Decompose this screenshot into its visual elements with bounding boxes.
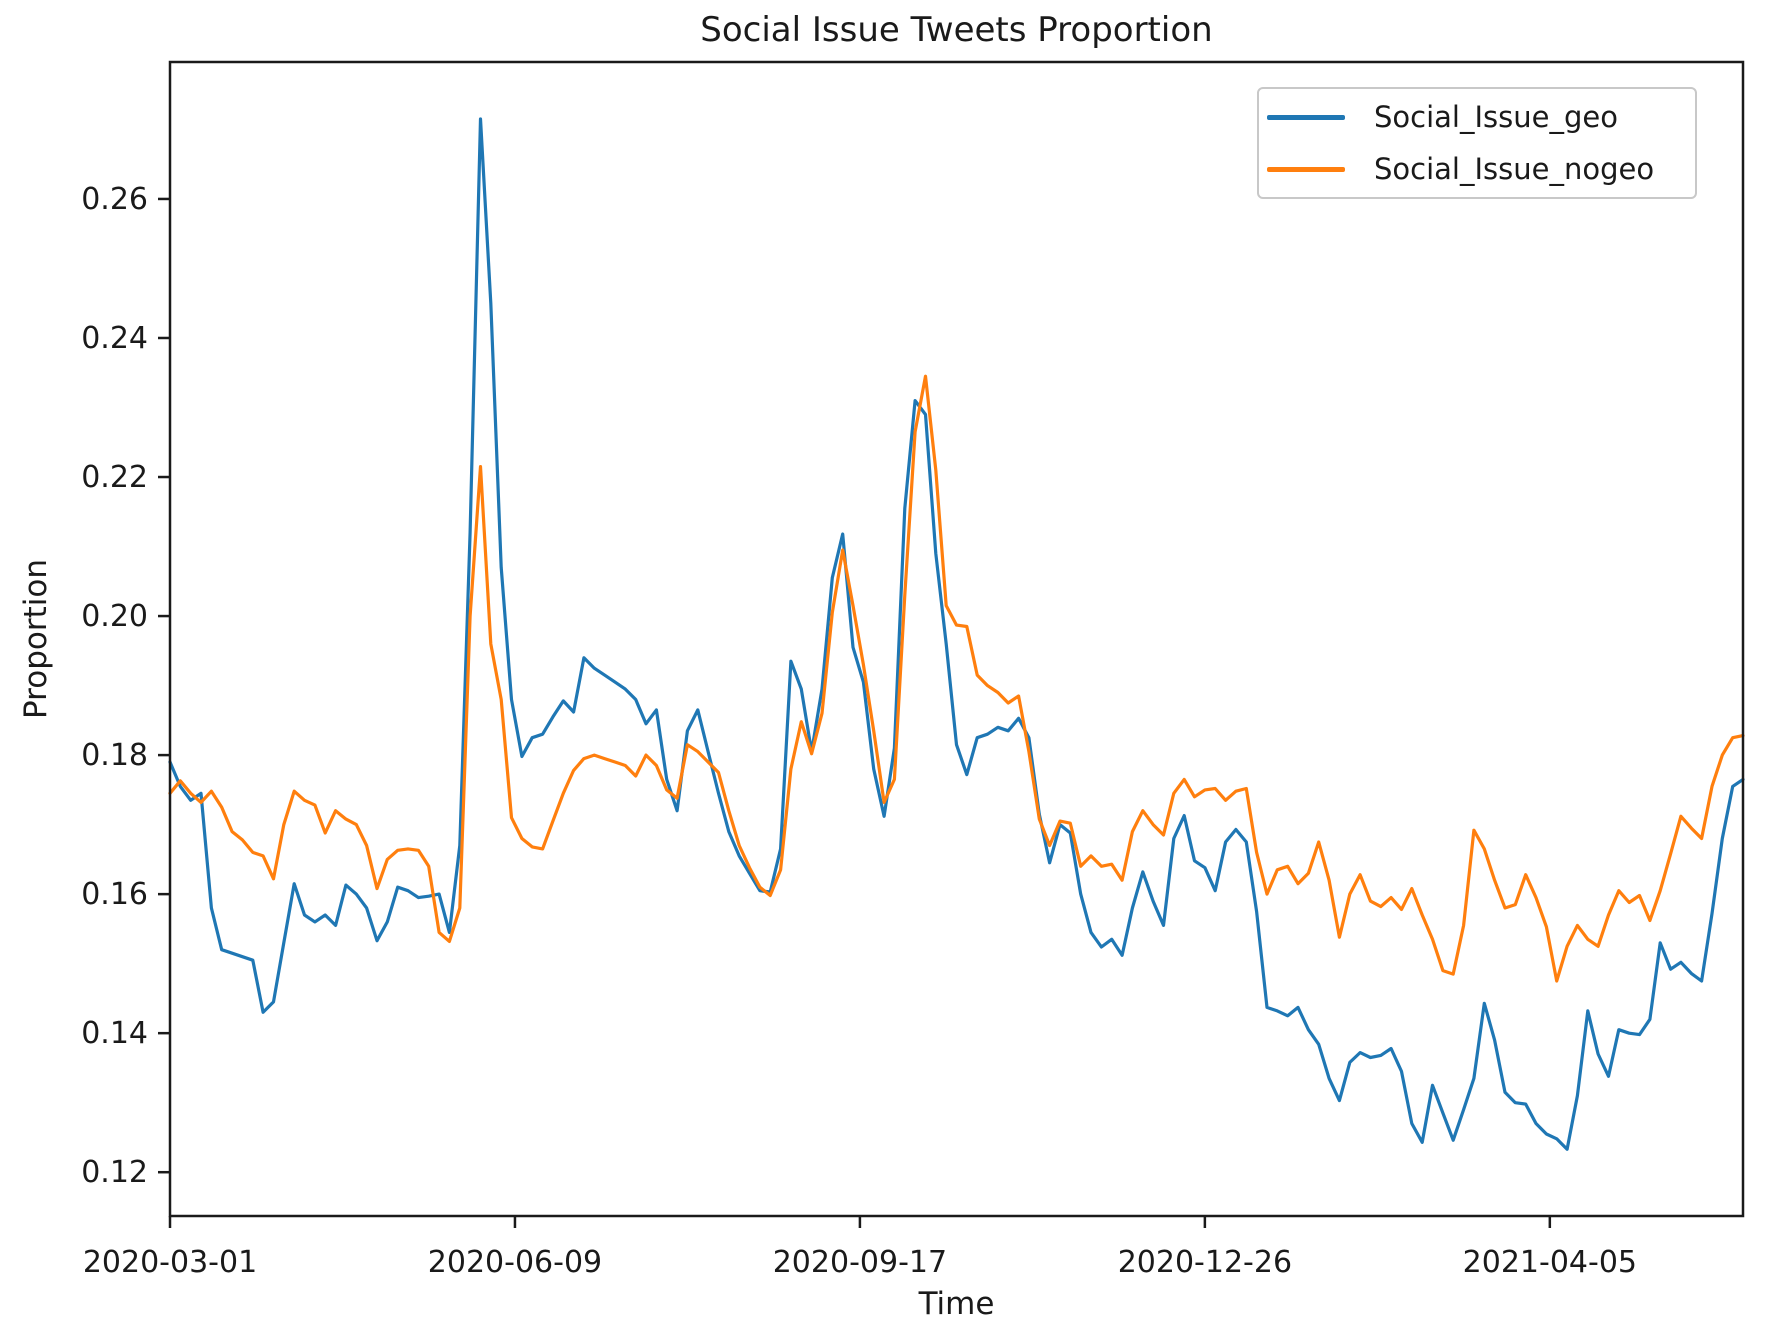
line-Social_Issue_nogeo [168,374,1745,983]
x-tick-label: 2020-03-01 [83,1245,257,1280]
y-tick-label: 0.14 [81,1016,148,1051]
x-tick-label: 2020-09-17 [773,1245,947,1280]
y-tick-label: 0.26 [81,182,148,217]
plot-frame [168,60,1745,1218]
y-tick-label: 0.12 [81,1155,148,1190]
y-tick-label: 0.16 [81,877,148,912]
x-tick-label: 2021-04-05 [1463,1245,1637,1280]
x-axis-label: Time [918,1286,995,1322]
line-Social_Issue_geo [168,117,1745,1151]
chart-title: Social Issue Tweets Proportion [700,10,1213,50]
x-tick-label: 2020-06-09 [428,1245,602,1280]
legend-entry-geo: Social_Issue_geo [1267,91,1695,143]
legend-swatch-geo-line [1267,114,1345,120]
legend: Social_Issue_geo Social_Issue_nogeo [1257,87,1697,199]
legend-entry-nogeo: Social_Issue_nogeo [1267,143,1695,195]
legend-swatch-nogeo-line [1267,166,1345,172]
legend-label-geo: Social_Issue_geo [1374,100,1618,134]
y-tick-label: 0.24 [81,321,148,356]
x-tick-label: 2020-12-26 [1118,1245,1292,1280]
y-tick-label: 0.20 [81,599,148,634]
legend-label-nogeo: Social_Issue_nogeo [1374,152,1655,186]
y-tick-label: 0.22 [81,460,148,495]
y-tick-label: 0.18 [81,738,148,773]
